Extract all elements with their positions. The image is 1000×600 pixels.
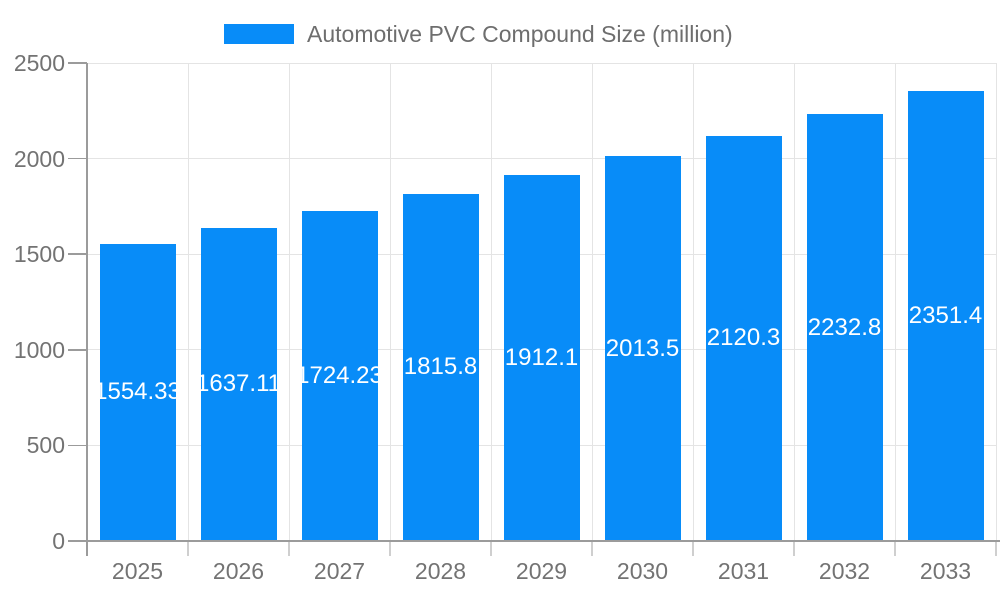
x-axis-tick: [793, 541, 795, 556]
bar-value-label: 2351.4: [908, 302, 983, 330]
y-axis-tick: [68, 62, 87, 64]
bar-2026[interactable]: 1637.11: [200, 227, 277, 541]
bar-2027[interactable]: 1724.23: [301, 211, 378, 541]
y-axis-tick: [68, 540, 87, 542]
bar-value-label: 2120.3: [706, 324, 781, 352]
x-axis-tick: [692, 541, 694, 556]
bar-value-label: 1554.33: [99, 378, 176, 406]
y-axis-label: 1000: [13, 336, 65, 363]
v-gridline: [187, 63, 189, 541]
bar-2029[interactable]: 1912.1: [503, 175, 580, 541]
legend-item[interactable]: Automotive PVC Compound Size (million): [224, 22, 733, 46]
bar-value-label: 1637.11: [200, 370, 277, 398]
v-gridline: [894, 63, 896, 541]
h-gridline: [87, 62, 996, 64]
x-axis-label: 2032: [818, 558, 871, 584]
x-axis-tick: [288, 541, 290, 556]
bar-value-label: 1815.8: [403, 353, 478, 381]
bar-2033[interactable]: 2351.4: [907, 91, 984, 541]
x-axis-label: 2027: [313, 558, 366, 584]
x-axis-tick: [995, 541, 997, 556]
v-gridline: [793, 63, 795, 541]
x-axis-label: 2029: [515, 558, 568, 584]
bar-2031[interactable]: 2120.3: [705, 135, 782, 541]
y-axis-tick: [68, 349, 87, 351]
v-gridline: [591, 63, 593, 541]
x-axis-label: 2028: [414, 558, 467, 584]
y-axis-tick: [68, 253, 87, 255]
y-axis-label: 500: [26, 432, 65, 459]
v-gridline: [389, 63, 391, 541]
y-axis-tick: [68, 444, 87, 447]
x-axis-label: 2031: [717, 558, 770, 584]
y-axis-label: 0: [52, 528, 65, 554]
bar-value-label: 1724.23: [301, 362, 378, 390]
y-axis-tick: [68, 157, 87, 160]
x-axis-label: 2025: [111, 558, 164, 584]
bar-value-label: 2013.5: [605, 334, 680, 362]
bar-2025[interactable]: 1554.33: [99, 243, 176, 541]
x-axis-label: 2026: [212, 558, 265, 584]
bar-2030[interactable]: 2013.5: [604, 156, 681, 541]
h-gridline: [87, 158, 996, 160]
v-gridline: [288, 63, 290, 541]
x-axis-tick: [389, 541, 391, 556]
bar-value-label: 1912.1: [504, 344, 579, 372]
legend-label: Automotive PVC Compound Size (million): [307, 21, 733, 47]
bar-2032[interactable]: 2232.8: [806, 114, 883, 541]
v-gridline: [995, 63, 997, 541]
y-axis-label: 1500: [13, 241, 65, 268]
x-axis-label: 2033: [919, 558, 972, 584]
y-axis-label: 2500: [13, 50, 65, 76]
legend-swatch: [224, 24, 294, 44]
x-axis-tick: [490, 541, 492, 556]
x-axis-tick: [187, 541, 189, 556]
v-gridline: [490, 63, 492, 541]
x-axis-tick: [591, 541, 593, 556]
v-gridline: [692, 63, 694, 541]
x-axis-label: 2030: [616, 558, 669, 584]
y-axis-label: 2000: [13, 145, 65, 172]
x-axis-tick: [894, 541, 896, 556]
bar-2028[interactable]: 1815.8: [402, 193, 479, 541]
y-axis-line: [86, 63, 88, 556]
bar-value-label: 2232.8: [807, 313, 882, 341]
x-axis-line: [86, 540, 1000, 542]
